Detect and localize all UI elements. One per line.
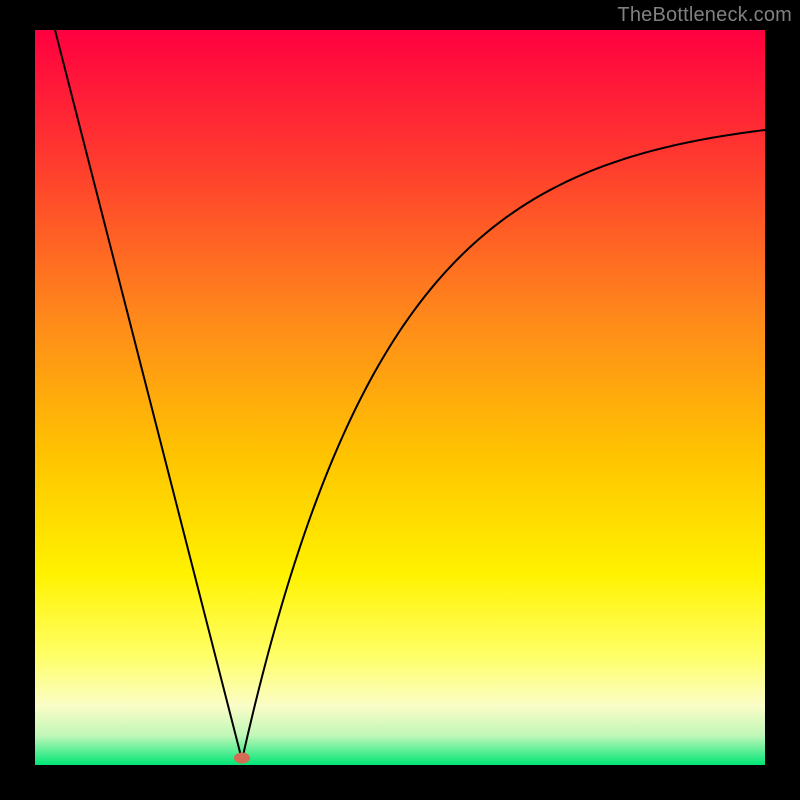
optimal-point-marker xyxy=(234,753,250,764)
plot-gradient-background xyxy=(35,30,765,765)
watermark-text: TheBottleneck.com xyxy=(617,4,792,27)
chart-root: TheBottleneck.com xyxy=(0,0,800,800)
bottleneck-chart xyxy=(0,0,800,800)
